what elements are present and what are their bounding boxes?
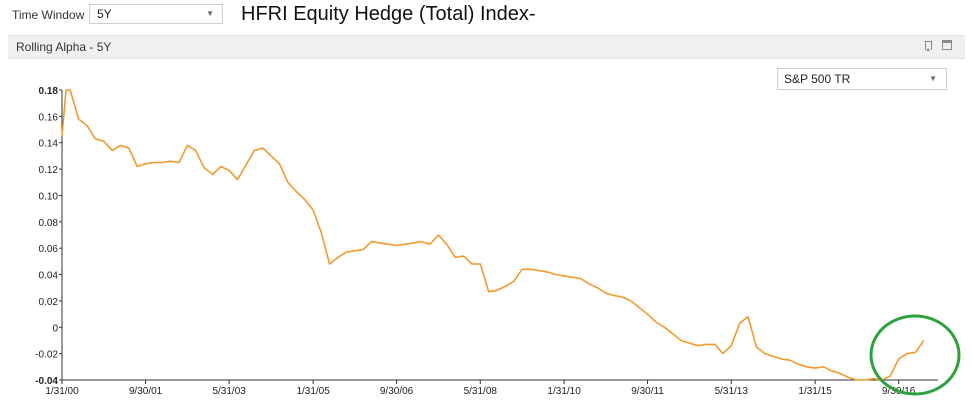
y-tick-label: -0.02 <box>35 350 58 361</box>
series-line <box>61 89 925 381</box>
y-tick-label: 0.12 <box>39 165 59 176</box>
y-tick-label: 0.02 <box>39 297 59 308</box>
highlight-ellipse <box>869 314 961 396</box>
y-tick-label: 0.04 <box>39 271 59 282</box>
time-window-select[interactable]: 5Y ▼ <box>89 4 223 24</box>
top-toolbar: Time Window 5Y ▼ HFRI Equity Hedge (Tota… <box>0 0 973 34</box>
y-tick-label: 0.06 <box>39 244 59 255</box>
y-tick-label: -0.04 <box>35 376 58 387</box>
x-tick-label: 9/30/01 <box>129 386 163 397</box>
y-tick-label: 0 <box>52 323 58 334</box>
panel-title: Rolling Alpha - 5Y <box>16 40 112 54</box>
x-tick-label: 9/30/11 <box>631 386 664 397</box>
benchmark-select[interactable]: S&P 500 TR ▼ <box>777 68 947 90</box>
x-tick-label: 1/31/15 <box>798 386 832 397</box>
window-icon[interactable] <box>942 40 952 50</box>
bookmark-icon[interactable] <box>925 41 932 51</box>
y-tick-label: 0.14 <box>39 139 59 150</box>
x-tick-label: 1/31/05 <box>296 386 330 397</box>
y-tick-label: 0.10 <box>39 191 59 202</box>
benchmark-value: S&P 500 TR <box>784 72 851 86</box>
x-tick-label: 5/31/08 <box>464 386 498 397</box>
panel-header: Rolling Alpha - 5Y <box>8 35 965 59</box>
page-title: HFRI Equity Hedge (Total) Index- <box>241 3 536 25</box>
y-tick-label: 0.08 <box>39 218 59 229</box>
x-tick-label: 1/31/00 <box>45 386 79 397</box>
x-tick-label: 9/30/06 <box>380 386 414 397</box>
time-window-value: 5Y <box>97 7 112 21</box>
x-tick-label: 1/31/10 <box>547 386 581 397</box>
y-tick-label: 0.16 <box>39 112 59 123</box>
chevron-down-icon: ▼ <box>929 74 937 83</box>
x-tick-label: 5/31/03 <box>212 386 246 397</box>
time-window-label: Time Window <box>12 8 85 22</box>
x-tick-label: 5/31/13 <box>715 386 749 397</box>
chevron-down-icon: ▼ <box>206 9 214 18</box>
y-tick-label: 0.18 <box>39 86 59 97</box>
